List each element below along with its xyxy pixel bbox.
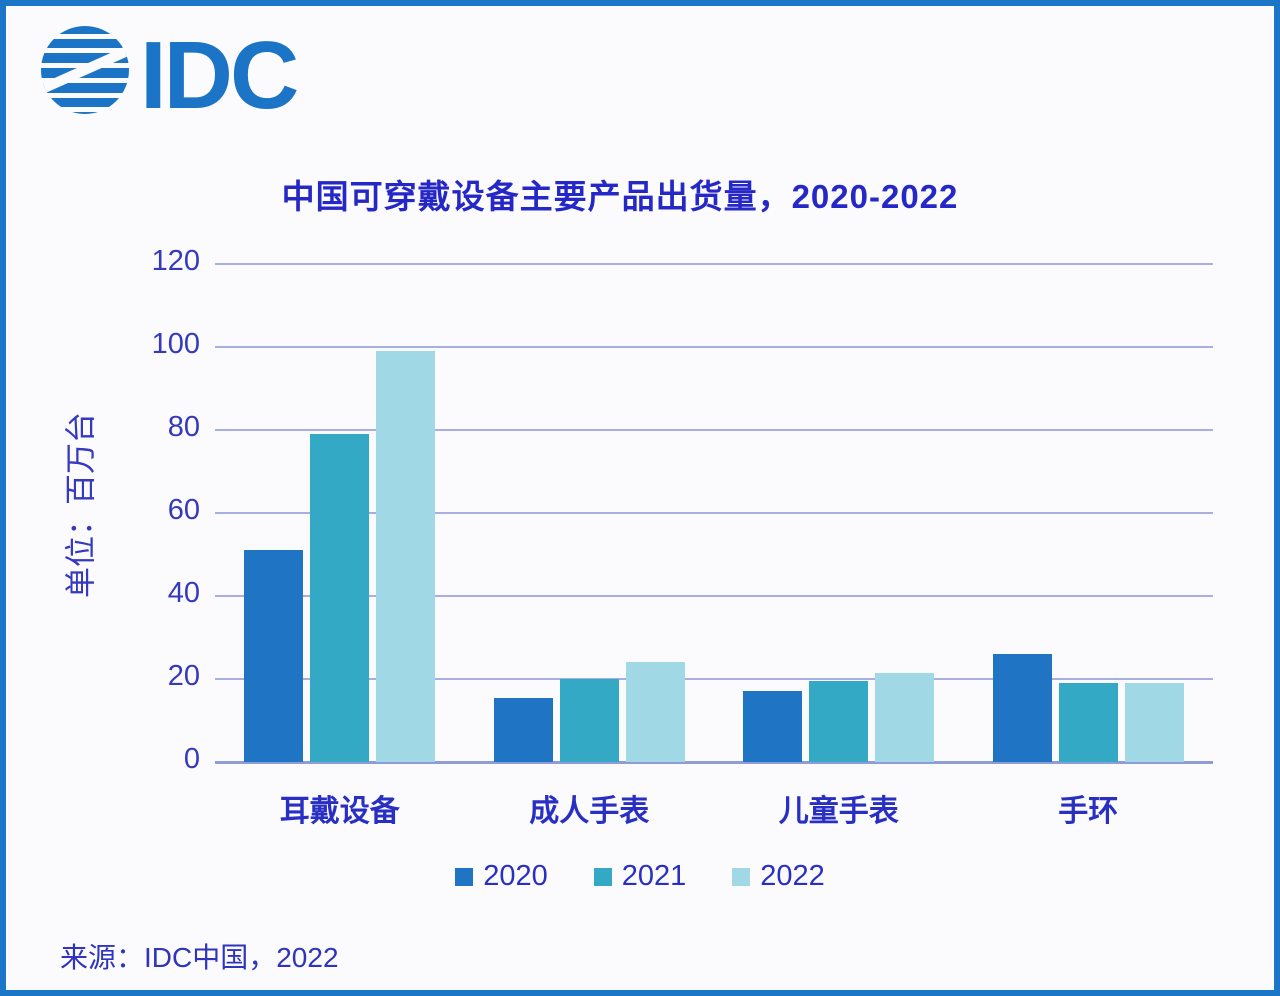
category-label: 儿童手表	[778, 795, 899, 828]
category-label: 成人手表	[529, 795, 650, 828]
gridline	[215, 263, 1213, 265]
bar-2022-儿童手表	[875, 672, 935, 762]
gridline	[215, 346, 1213, 348]
bar-2021-成人手表	[559, 679, 619, 762]
chart-title: 中国可穿戴设备主要产品出货量，2020-2022	[281, 178, 959, 215]
idc-logo-graphic: IDC	[41, 22, 300, 129]
legend-label: 2022	[760, 860, 825, 892]
legend-swatch-icon	[455, 867, 474, 886]
legend-label: 2020	[483, 860, 548, 892]
y-tick-label: 60	[167, 494, 200, 526]
y-tick-label: 80	[167, 411, 200, 443]
idc-logo-text: IDC	[140, 22, 297, 120]
globe-stripes-icon	[41, 26, 129, 114]
legend-item-2021: 2021	[593, 860, 687, 893]
idc-logo: IDC	[38, 20, 318, 129]
gridline	[215, 595, 1213, 597]
bar-2021-儿童手表	[809, 681, 869, 762]
legend-label: 2021	[621, 860, 687, 892]
bar-2020-手环	[992, 654, 1052, 762]
gridline	[215, 429, 1213, 431]
category-label: 手环	[1058, 795, 1119, 828]
legend-item-2022: 2022	[732, 860, 825, 893]
bar-2020-儿童手表	[743, 691, 803, 762]
bar-2022-耳戴设备	[376, 351, 436, 762]
chart-legend: 2020 2021 2022	[0, 860, 1280, 893]
bar-2021-耳戴设备	[310, 434, 370, 762]
y-tick-label: 120	[151, 245, 200, 277]
bar-2020-耳戴设备	[244, 550, 304, 762]
source-text: 来源：IDC中国，2022	[60, 942, 339, 973]
y-tick-label: 40	[167, 577, 200, 609]
gridline	[215, 512, 1213, 514]
legend-item-2020: 2020	[455, 860, 548, 893]
y-tick-label: 0	[183, 743, 200, 775]
bar-2021-手环	[1058, 683, 1118, 762]
legend-swatch-icon	[732, 867, 751, 886]
y-tick-label: 20	[167, 660, 200, 692]
bar-2020-成人手表	[493, 697, 553, 762]
gridline	[215, 678, 1213, 680]
bar-2022-手环	[1124, 683, 1184, 762]
bar-2022-成人手表	[625, 662, 685, 762]
legend-swatch-icon	[593, 867, 612, 886]
x-axis-baseline	[215, 761, 1213, 764]
y-tick-label: 100	[151, 328, 200, 360]
category-label: 耳戴设备	[279, 795, 400, 828]
